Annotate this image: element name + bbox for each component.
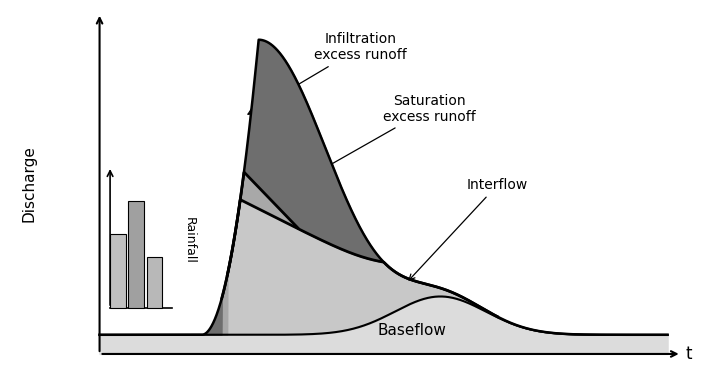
Text: Interflow: Interflow bbox=[409, 178, 528, 280]
Text: Rainfall: Rainfall bbox=[182, 217, 195, 264]
Text: t: t bbox=[685, 345, 691, 363]
Bar bbox=[110, 234, 125, 308]
Bar bbox=[146, 257, 162, 308]
Text: Infiltration
excess runoff: Infiltration excess runoff bbox=[248, 32, 407, 114]
Text: Discharge: Discharge bbox=[22, 145, 37, 222]
Text: Baseflow: Baseflow bbox=[377, 323, 446, 339]
Bar bbox=[128, 201, 144, 308]
Text: Saturation
excess runoff: Saturation excess runoff bbox=[271, 93, 475, 199]
